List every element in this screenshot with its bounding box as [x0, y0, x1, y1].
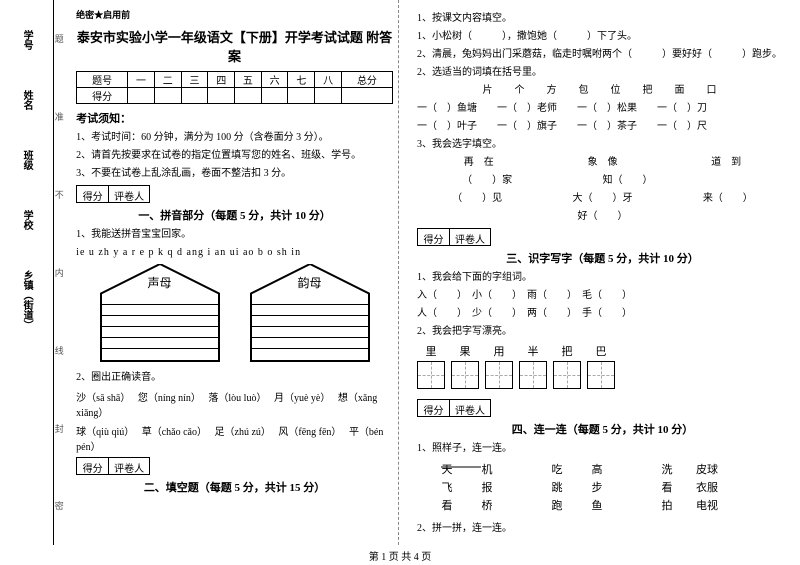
margin-label-4: 学校 [19, 210, 34, 230]
score-box-3: 得分 评卷人 [417, 228, 788, 246]
page-footer: 第 1 页 共 4 页 [0, 548, 800, 563]
sec2-q3-r4: 好（ ） [417, 209, 788, 224]
sec2-q3-r3: （ ）见 大（ ）牙 来（ ） [417, 191, 788, 206]
sec3-q1-l2: 人（ ） 少（ ） 两（ ） 手（ ） [417, 306, 788, 321]
right-column: 1、按课文内容填空。 1、小松树（ ），撒饱她（ ）下了头。 2、清晨，兔妈妈出… [405, 0, 800, 545]
sec2-q3-r2: （ ）家 知（ ） [417, 173, 788, 188]
connect-line-icon [433, 461, 493, 507]
sec2-q2-l2: 一（ ）叶子 一（ ）旗子 一（ ）茶子 一（ ）尺 [417, 119, 788, 134]
house-1: 声母 [100, 264, 220, 362]
margin-label-5: 乡镇（街道） [19, 270, 34, 330]
char-cell [451, 361, 479, 389]
margin-label-1: 学号 [19, 30, 34, 50]
char-cell [553, 361, 581, 389]
sec2-q1-l2: 2、清晨，兔妈妈出门采蘑菇，临走时嘱咐两个（ ）要好好（ ）跑步。 [417, 47, 788, 62]
left-margin: 学号 姓名 班级 学校 乡镇（街道） [0, 0, 54, 545]
sec3-q2: 2、我会把字写漂亮。 [417, 324, 788, 339]
secret-label: 绝密★启用前 [76, 8, 393, 21]
score-box-2: 得分 评卷人 [76, 457, 393, 475]
left-column: 绝密★启用前 泰安市实验小学一年级语文【下册】开学考试试题 附答案 题号 一 二… [64, 0, 405, 545]
section-2-title: 二、填空题（每题 5 分，共计 15 分） [76, 479, 393, 495]
sec1-q1: 1、我能送拼音宝宝回家。 [76, 227, 393, 242]
margin-label-3: 班级 [19, 150, 34, 170]
sec4-q2: 2、拼一拼，连一连。 [417, 521, 788, 536]
section-1-title: 一、拼音部分（每题 5 分，共计 10 分） [76, 207, 393, 223]
margin-label-2: 姓名 [19, 90, 34, 110]
connect-group: 天机 飞报 看桥 吃高 跳步 跑鱼 洗皮球 看衣服 拍电视 [427, 459, 788, 515]
section-4-title: 四、连一连（每题 5 分，共计 10 分） [417, 421, 788, 437]
pinyin-row-2: 球（qiù qiú） 草（chǎo cǎo） 足（zhú zú） 风（fēng … [76, 423, 393, 453]
column-divider [398, 0, 399, 545]
paper-title: 泰安市实验小学一年级语文【下册】开学考试试题 附答案 [76, 27, 393, 65]
char-grid: 里 果 用 半 把 巴 [417, 343, 788, 389]
sec2-q1-l1: 1、小松树（ ），撒饱她（ ）下了头。 [417, 29, 788, 44]
house-2: 韵母 [250, 264, 370, 362]
sec4-q1: 1、照样子，连一连。 [417, 441, 788, 456]
score-box-1: 得分 评卷人 [76, 185, 393, 203]
char-cell [519, 361, 547, 389]
notice-3: 3、不要在试卷上乱涂乱画，卷面不整洁扣 3 分。 [76, 166, 393, 181]
sec2-q3: 3、我会选字填空。 [417, 137, 788, 152]
section-3-title: 三、识字写字（每题 5 分，共计 10 分） [417, 250, 788, 266]
sec2-q1: 1、按课文内容填空。 [417, 11, 788, 26]
sec3-q1: 1、我会给下面的字组词。 [417, 270, 788, 285]
notice-1: 1、考试时间：60 分钟，满分为 100 分（含卷面分 3 分）。 [76, 130, 393, 145]
sec2-q2: 2、选适当的词填在括号里。 [417, 65, 788, 80]
char-cell [587, 361, 615, 389]
dash-margin: 题 准 不 内 线 封 密 [54, 0, 64, 545]
sec1-letters: ie u zh y a r e p k q d ang i an ui ao b… [76, 245, 393, 260]
sec2-q3-r1: 再 在 象 像 道 到 [417, 155, 788, 170]
sec2-q2-l1: 一（ ）鱼塘 一（ ）老师 一（ ）松果 一（ ）刀 [417, 101, 788, 116]
notice-2: 2、请首先按要求在试卷的指定位置填写您的姓名、班级、学号。 [76, 148, 393, 163]
house-row: 声母 韵母 [76, 264, 393, 362]
char-cell [485, 361, 513, 389]
score-table: 题号 一 二 三 四 五 六 七 八 总分 得分 [76, 71, 393, 104]
score-box-4: 得分 评卷人 [417, 399, 788, 417]
sec2-q2-words: 片 个 方 包 位 把 面 口 [417, 83, 788, 98]
sec3-q1-l1: 入（ ） 小（ ） 雨（ ） 毛（ ） [417, 288, 788, 303]
sec1-q2: 2、圈出正确读音。 [76, 370, 393, 385]
pinyin-row-1: 沙（sā shā） 您（níng nín） 落（lòu luò） 月（yuè y… [76, 389, 393, 419]
char-cell [417, 361, 445, 389]
notice-title: 考试须知： [76, 110, 393, 126]
